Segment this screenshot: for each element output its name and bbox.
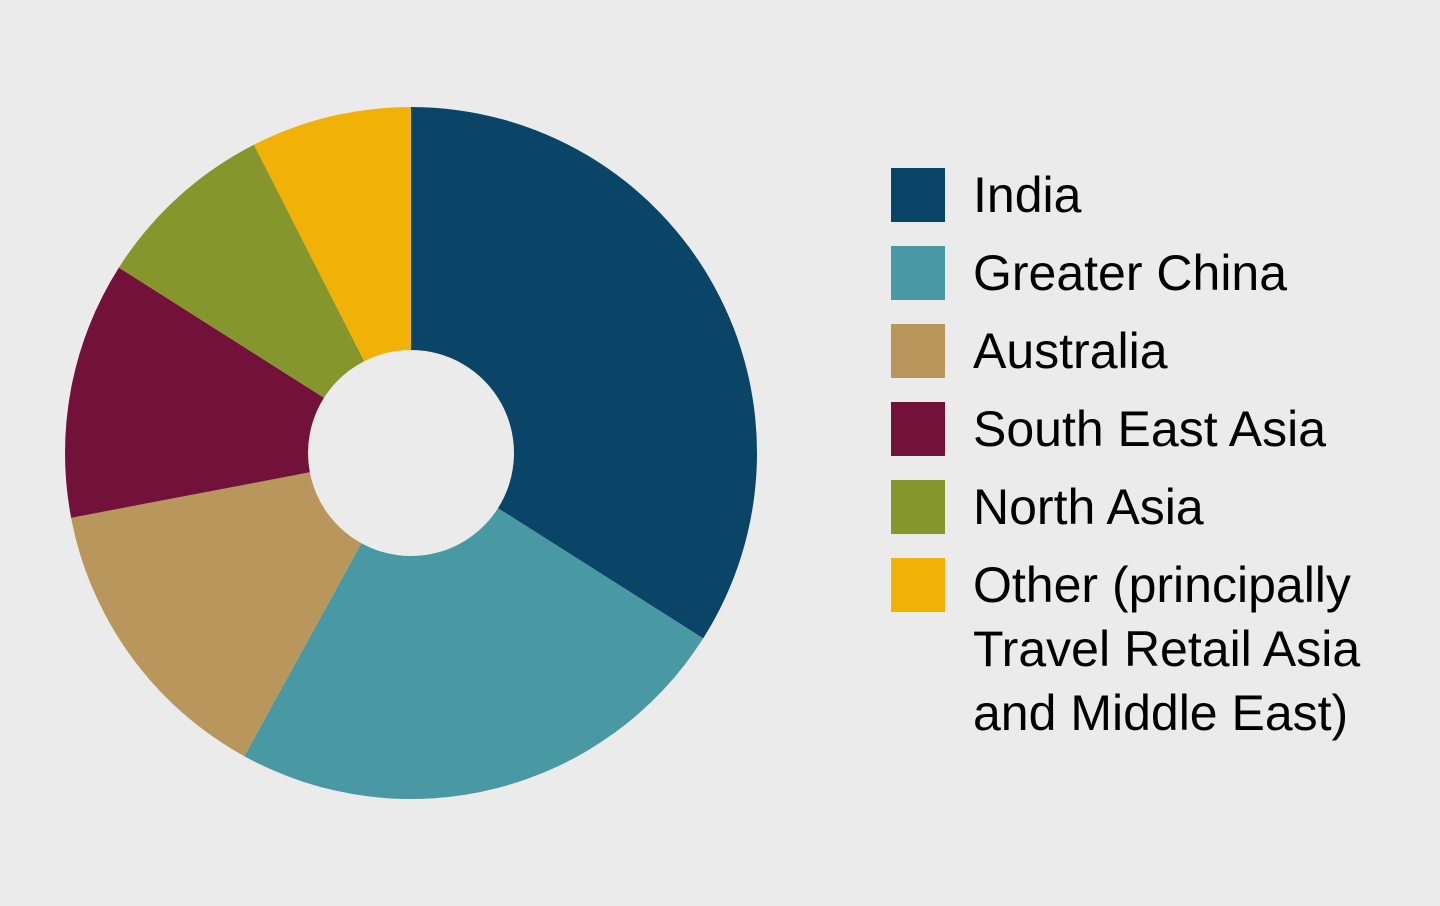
legend: India Greater China Australia South East As…	[891, 163, 1431, 759]
donut-slice	[64, 267, 325, 518]
legend-swatch	[891, 246, 945, 300]
legend-label: Other (principally Travel Retail Asia an…	[973, 557, 1361, 741]
legend-label: Australia	[973, 323, 1168, 379]
legend-item: India	[891, 163, 1431, 227]
donut-slice	[118, 144, 365, 398]
donut-slice	[411, 107, 757, 639]
legend-label: Greater China	[973, 245, 1288, 301]
legend-item: Australia	[891, 319, 1431, 383]
legend-item: South East Asia	[891, 397, 1431, 461]
legend-swatch	[891, 324, 945, 378]
donut-slice	[71, 472, 362, 757]
legend-swatch	[891, 402, 945, 456]
legend-label: North Asia	[973, 479, 1204, 535]
legend-item: North Asia	[891, 475, 1431, 539]
legend-swatch	[891, 480, 945, 534]
legend-item: Other (principally Travel Retail Asia an…	[891, 553, 1431, 745]
legend-label: India	[973, 167, 1082, 223]
chart	[64, 107, 757, 799]
legend-swatch	[891, 558, 945, 612]
legend-item: Greater China	[891, 241, 1431, 305]
donut-slice	[244, 508, 704, 799]
donut-slice	[253, 107, 411, 362]
legend-swatch	[891, 168, 945, 222]
legend-label: South East Asia	[973, 401, 1327, 457]
